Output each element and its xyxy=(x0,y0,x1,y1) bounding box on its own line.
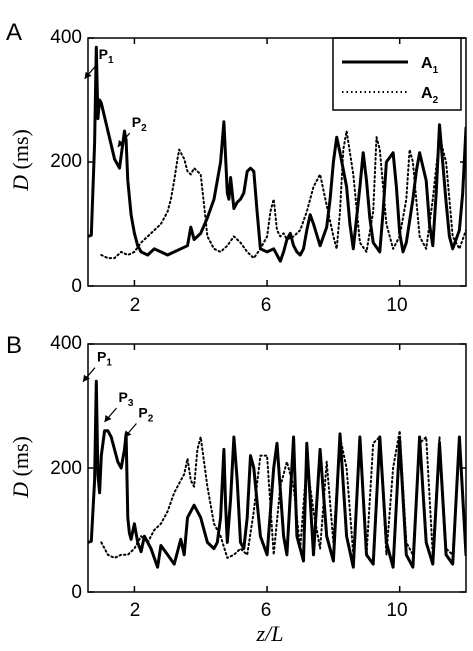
legend-label-a2: A2 xyxy=(421,85,439,106)
annotation-text: P xyxy=(132,114,141,130)
annotation-arrowhead xyxy=(84,71,92,79)
annotation-sub: 2 xyxy=(148,414,154,425)
annotation-p2: P2 xyxy=(132,114,147,134)
panel-a-ylabel-units: (ms) xyxy=(8,129,33,175)
legend-box xyxy=(332,37,462,111)
annotation-p3: P3 xyxy=(119,389,134,409)
legend-a2-sub: 2 xyxy=(433,95,439,106)
series-line-a2 xyxy=(100,130,466,260)
annotation-text: P xyxy=(119,389,128,405)
panel-b-ylabel-units: (ms) xyxy=(8,436,33,482)
panel-b-ytick-0: 0 xyxy=(71,582,82,603)
panel-b-xtick-6: 6 xyxy=(261,600,272,621)
annotation-sub: 1 xyxy=(106,358,112,369)
panel-b-ytick-200: 200 xyxy=(50,458,82,479)
panel-a-ytick-400: 400 xyxy=(50,27,82,48)
annotation-sub: 1 xyxy=(108,55,114,66)
annotation-arrowhead xyxy=(104,415,112,422)
panel-a-ylabel: D (ms) xyxy=(8,129,33,192)
panel-a-letter: A xyxy=(6,19,22,46)
annotation-arrowhead xyxy=(117,140,125,147)
annotation-p1: P1 xyxy=(97,349,112,369)
panel-a-xtick-2: 2 xyxy=(130,295,141,316)
panel-b-letter: B xyxy=(6,332,22,359)
panel-b-ylabel: D (ms) xyxy=(8,436,33,499)
panel-b-ylabel-var: D xyxy=(8,482,33,499)
annotation-p1: P1 xyxy=(99,46,114,66)
annotation-arrowhead xyxy=(82,374,90,382)
panel-a-xtick-6: 6 xyxy=(261,295,272,316)
panel-a-ytick-200: 200 xyxy=(50,151,82,172)
panel-b-ytick-400: 400 xyxy=(50,333,82,354)
series-line-a1 xyxy=(88,379,466,569)
panel-a-legend: A1 A2 xyxy=(332,37,462,111)
legend-a1-sub: 1 xyxy=(433,65,439,76)
panel-a-ylabel-var: D xyxy=(8,175,33,192)
panel-a-ytick-0: 0 xyxy=(71,276,82,297)
legend-a1-text: A xyxy=(421,55,433,72)
x-axis-label: z/L xyxy=(256,621,284,646)
series-line-a2 xyxy=(100,429,466,559)
annotation-sub: 3 xyxy=(128,398,134,409)
annotation-text: P xyxy=(99,46,108,62)
annotation-arrowhead xyxy=(124,430,132,438)
annotation-sub: 2 xyxy=(141,123,147,134)
plot-frame xyxy=(87,343,467,593)
panel-b-xtick-2: 2 xyxy=(130,600,141,621)
annotation-text: P xyxy=(138,405,147,421)
panel-a-xtick-10: 10 xyxy=(386,295,407,316)
legend-a2-text: A xyxy=(421,85,433,102)
annotation-text: P xyxy=(97,349,106,365)
annotation-p2: P2 xyxy=(138,405,153,425)
panel-b-xtick-10: 10 xyxy=(386,600,407,621)
legend-label-a1: A1 xyxy=(421,55,439,76)
